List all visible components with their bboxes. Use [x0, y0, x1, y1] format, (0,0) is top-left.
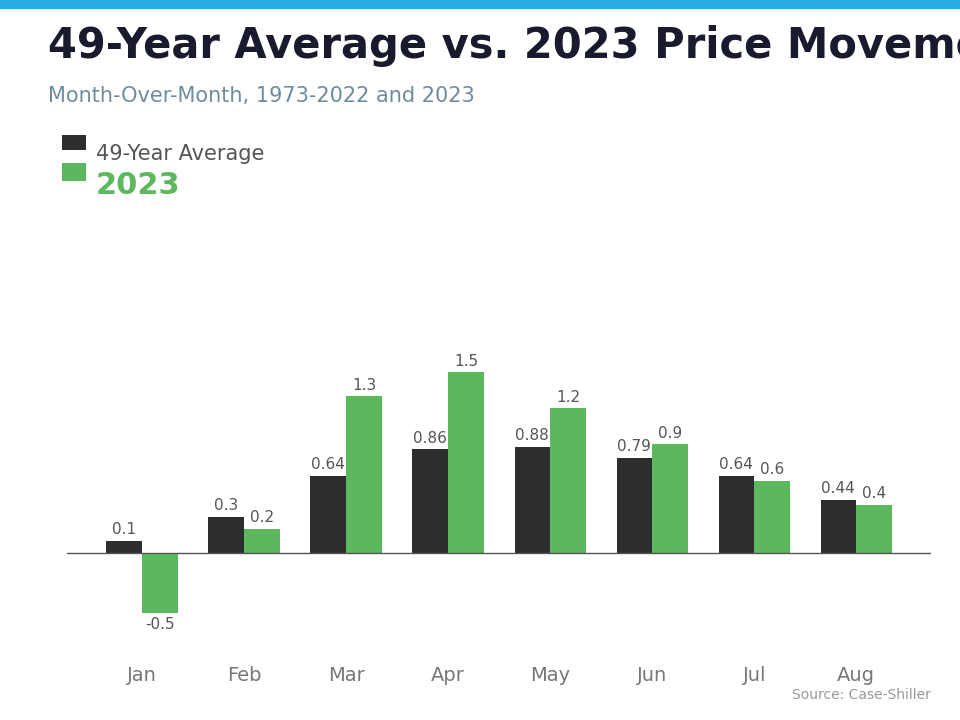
- Text: 2023: 2023: [96, 171, 180, 200]
- Text: Source: Case-Shiller: Source: Case-Shiller: [792, 688, 931, 702]
- Bar: [347, 396, 382, 553]
- Text: 0.3: 0.3: [214, 498, 238, 513]
- Bar: [310, 476, 347, 553]
- Bar: [821, 500, 856, 553]
- Bar: [142, 553, 178, 613]
- Bar: [652, 444, 688, 553]
- Bar: [208, 517, 244, 553]
- Bar: [515, 447, 550, 553]
- Text: 0.9: 0.9: [658, 426, 683, 441]
- Text: Month-Over-Month, 1973-2022 and 2023: Month-Over-Month, 1973-2022 and 2023: [48, 86, 475, 107]
- Text: 0.64: 0.64: [719, 457, 754, 472]
- Text: 0.1: 0.1: [112, 522, 136, 537]
- Text: 0.88: 0.88: [516, 428, 549, 444]
- Bar: [550, 408, 586, 553]
- Text: 1.5: 1.5: [454, 354, 478, 369]
- Bar: [107, 541, 142, 553]
- Bar: [856, 505, 892, 553]
- Bar: [448, 372, 484, 553]
- Text: 0.4: 0.4: [862, 486, 886, 501]
- Text: 1.2: 1.2: [556, 390, 580, 405]
- Text: -0.5: -0.5: [145, 616, 175, 631]
- Bar: [755, 480, 790, 553]
- Text: 49-Year Average: 49-Year Average: [96, 144, 264, 164]
- Text: 0.79: 0.79: [617, 439, 651, 454]
- Text: 0.6: 0.6: [760, 462, 784, 477]
- Bar: [413, 449, 448, 553]
- Text: 49-Year Average vs. 2023 Price Movement: 49-Year Average vs. 2023 Price Movement: [48, 25, 960, 67]
- Bar: [616, 458, 652, 553]
- Text: 0.86: 0.86: [414, 431, 447, 446]
- Text: 0.44: 0.44: [822, 481, 855, 496]
- Text: 1.3: 1.3: [352, 378, 376, 392]
- Text: 0.64: 0.64: [311, 457, 346, 472]
- Bar: [244, 528, 280, 553]
- Text: 0.2: 0.2: [250, 510, 275, 525]
- Bar: [718, 476, 755, 553]
